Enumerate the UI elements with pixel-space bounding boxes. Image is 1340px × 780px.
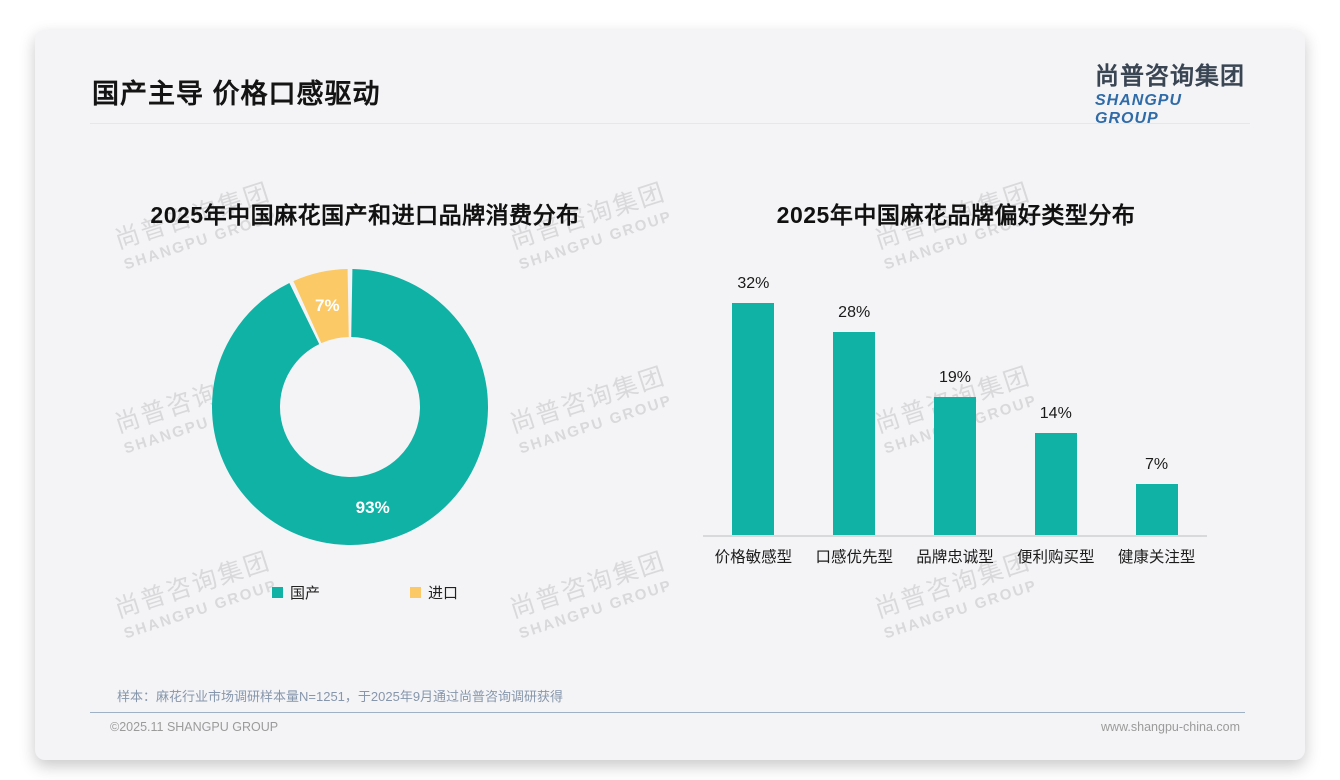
bar-value-label: 19% (938, 369, 971, 386)
bar (1135, 484, 1178, 535)
bar (732, 303, 775, 535)
sample-footnote: 样本：麻花行业市场调研样本量N=1251，于2025年9月通过尚普咨询调研获得 (117, 689, 564, 704)
bar-group: 14% (1005, 275, 1106, 535)
donut-legend: 国产 进口 (110, 582, 620, 603)
bar-chart-x-axis (703, 535, 1207, 537)
slide-card: 尚普咨询集团 SHANGPU GROUP 尚普咨询集团 SHANGPU GROUP 尚普… (35, 30, 1305, 760)
bar-group: 28% (804, 275, 905, 535)
bar-value-label: 32% (737, 275, 770, 292)
bar-category-label: 口感优先型 (815, 549, 893, 566)
footer-website: www.shangpu-china.com (1101, 720, 1240, 734)
bar-value-label: 7% (1145, 456, 1169, 473)
bar-category-label: 健康关注型 (1117, 549, 1196, 566)
page-title: 国产主导 价格口感驱动 (92, 79, 381, 109)
donut-slice-label: 7% (315, 295, 340, 315)
donut-slice-label: 93% (355, 498, 390, 518)
legend-swatch-icon (410, 587, 421, 598)
donut-chart: 93% 7% (212, 269, 488, 545)
logo-chinese-name: 尚普咨询集团 (1095, 63, 1245, 90)
footer-copyright: ©2025.11 SHANGPU GROUP (110, 720, 279, 734)
footer-divider (90, 712, 1245, 713)
bar-group: 32% (703, 275, 804, 535)
company-logo: 尚普咨询集团 SHANGPU GROUP (1095, 56, 1245, 128)
bar-group: 7% (1106, 275, 1207, 535)
bar-chart-title: 2025年中国麻花品牌偏好类型分布 (776, 202, 1136, 228)
bar-value-label: 28% (838, 304, 871, 321)
bar-category-label: 价格敏感型 (714, 549, 793, 566)
legend-label: 进口 (428, 585, 459, 602)
bar (933, 397, 976, 535)
bar-chart-plot: 32% 28% 19% 14% 7% (703, 275, 1207, 535)
logo-english-name: SHANGPU GROUP (1095, 92, 1183, 127)
bar-chart-category-labels: 价格敏感型 口感优先型 品牌忠诚型 便利购买型 健康关注型 (703, 545, 1207, 567)
bar (833, 332, 876, 535)
bar-value-label: 14% (1039, 405, 1072, 422)
legend-label: 国产 (289, 585, 320, 602)
legend-item: 进口 (410, 582, 458, 603)
legend-swatch-icon (271, 587, 283, 598)
donut-chart-title: 2025年中国麻花国产和进口品牌消费分布 (150, 202, 580, 228)
bar-group: 19% (905, 275, 1006, 535)
header-divider (90, 123, 1250, 124)
bar-category-label: 品牌忠诚型 (916, 549, 994, 566)
bar (1034, 433, 1077, 535)
bar-category-label: 便利购买型 (1017, 549, 1095, 566)
legend-item: 国产 (271, 582, 320, 603)
